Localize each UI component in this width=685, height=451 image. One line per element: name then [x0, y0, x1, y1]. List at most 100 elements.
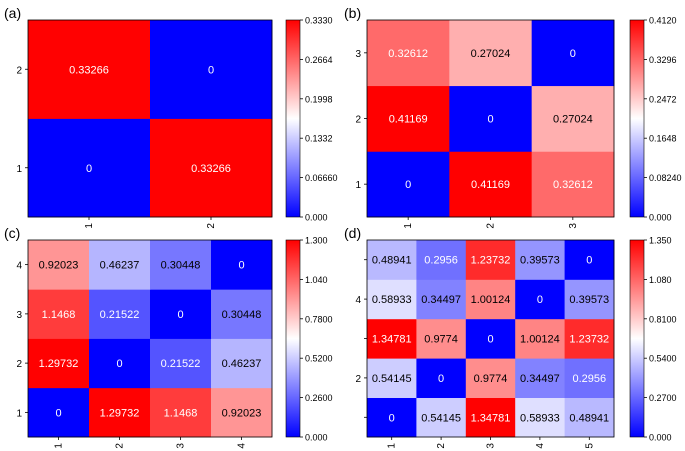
- heatmap-cell: [449, 20, 533, 87]
- cell-value-label: 1.00124: [471, 294, 511, 306]
- x-tick-label: 1: [84, 223, 95, 229]
- heatmap-cell: [515, 358, 565, 398]
- colorbar-tick-label: 0.7800: [305, 314, 333, 324]
- cell-value-label: 0.2956: [424, 255, 458, 267]
- cell-value-label: 0.30448: [222, 309, 262, 321]
- colorbar-tick-label: 1.350: [649, 236, 672, 246]
- cell-value-label: 0.9774: [474, 373, 508, 385]
- cell-value-label: 0.92023: [222, 407, 262, 419]
- y-tick-label: 3: [16, 310, 22, 321]
- x-tick-label: 2: [436, 443, 447, 449]
- cell-value-label: 0.27024: [553, 114, 593, 126]
- cell-value-label: 0: [487, 334, 493, 346]
- heatmap-panel-1: (a) 0 0.33266 0.33266 0 1 2 1 2 0.000 0.06660 0.133…: [4, 5, 338, 229]
- y-tick-label: 4: [355, 295, 361, 306]
- cell-value-label: 0.41169: [389, 114, 428, 126]
- heatmap-cell: [211, 338, 273, 389]
- heatmap-cell: [150, 20, 273, 119]
- heatmap-cell: [150, 289, 212, 339]
- colorbar-tick-label: 0.08240: [649, 173, 682, 183]
- heatmap-cell: [367, 397, 417, 438]
- x-tick-label: 4: [237, 443, 248, 449]
- cell-value-label: 1.23732: [471, 255, 511, 267]
- heatmap-cell: [416, 279, 467, 320]
- cell-value-label: 0.54145: [372, 373, 412, 385]
- colorbar-tick-label: 0.3330: [305, 16, 333, 26]
- plot-frame: [27, 19, 273, 218]
- cell-value-label: 0.39573: [520, 255, 560, 267]
- colorbar-tick-label: 0.1332: [305, 134, 333, 144]
- heatmap-cell: [367, 20, 450, 87]
- cell-value-label: 0.46237: [100, 260, 140, 272]
- cell-value-label: 0: [537, 294, 543, 306]
- heatmap-cell: [150, 387, 212, 438]
- heatmap-cell: [367, 151, 450, 218]
- colorbar-tick-label: 0.1998: [305, 94, 333, 104]
- cell-value-label: 0: [570, 48, 576, 60]
- cell-value-label: 0.54145: [421, 412, 461, 424]
- cell-value-label: 0.27024: [471, 48, 511, 60]
- heatmap-cell: [211, 387, 273, 438]
- heatmap-cell: [531, 151, 615, 218]
- cell-value-label: 0: [389, 412, 395, 424]
- heatmap-cell: [28, 289, 90, 339]
- cell-value-label: 0: [438, 373, 444, 385]
- cell-value-label: 1.29732: [39, 358, 79, 370]
- cell-value-label: 0.21522: [100, 309, 140, 321]
- y-tick-label: 2: [355, 374, 361, 385]
- cell-value-label: 0: [238, 260, 244, 272]
- heatmap-cell: [367, 318, 417, 359]
- heatmap-cell: [89, 387, 151, 438]
- heatmap-cell: [211, 240, 273, 290]
- x-tick-label: 3: [568, 223, 579, 229]
- heatmap-cell: [211, 289, 273, 339]
- cell-value-label: 0: [405, 179, 411, 191]
- cell-value-label: 0: [55, 407, 61, 419]
- cell-value-label: 0.21522: [161, 358, 201, 370]
- colorbar-tick-label: 0.06660: [305, 173, 338, 183]
- cell-value-label: 0.2956: [572, 373, 606, 385]
- cell-value-label: 0.46237: [222, 358, 262, 370]
- heatmap-cell: [465, 318, 516, 359]
- y-tick-label: 1: [16, 164, 22, 175]
- cell-value-label: 0: [86, 163, 92, 175]
- heatmap-panel-2: (b) 0 0.41169 0.32612 0.41169 0 0.27024 0.32612…: [344, 5, 682, 229]
- heatmap-cell: [89, 289, 151, 339]
- heatmap-cell: [416, 358, 467, 398]
- x-tick-label: 1: [54, 443, 65, 449]
- heatmap-cell: [465, 358, 516, 398]
- heatmap-cell: [515, 397, 565, 438]
- heatmap-cell: [28, 240, 90, 290]
- colorbar-tick-label: 0.8100: [649, 314, 677, 324]
- heatmap-cell: [416, 318, 467, 359]
- colorbar-tick-label: 0.3296: [649, 55, 677, 65]
- heatmap-cell: [564, 358, 615, 398]
- colorbar-tick-label: 0.2664: [305, 55, 333, 65]
- cell-value-label: 0.34497: [421, 294, 461, 306]
- cell-value-label: 0: [116, 358, 122, 370]
- heatmap-cell: [515, 240, 565, 280]
- cell-value-label: 0.33266: [69, 64, 109, 76]
- colorbar-tick-label: 0.000: [305, 213, 328, 223]
- colorbar-tick-label: 0.1648: [649, 134, 677, 144]
- cell-value-label: 0.48941: [372, 255, 412, 267]
- cell-value-label: 0.34497: [520, 373, 560, 385]
- panel-label: (c): [4, 225, 20, 241]
- heatmap-cell: [367, 279, 417, 320]
- colorbar-tick-label: 0.2472: [649, 94, 677, 104]
- colorbar-tick-label: 0.000: [649, 213, 672, 223]
- x-tick-label: 2: [206, 223, 217, 229]
- cell-value-label: 0: [487, 114, 493, 126]
- plot-frame: [27, 239, 273, 438]
- cell-value-label: 1.34781: [471, 412, 511, 424]
- heatmap-panel-4: (d) 0 0.54145 1.34781 0.58933 0.48941 0.54145 0…: [344, 225, 677, 449]
- heatmap-cell: [449, 151, 533, 218]
- y-tick-label: 2: [355, 115, 361, 126]
- cell-value-label: 1.29732: [100, 407, 140, 419]
- colorbar: [629, 239, 645, 438]
- colorbar-tick-label: 1.300: [305, 236, 328, 246]
- heatmap-panel-3: (c) 0 1.29732 1.1468 0.92023 1.29732 0 0.21522 0…: [4, 225, 333, 449]
- colorbar: [285, 239, 301, 438]
- colorbar-tick-label: 0.000: [649, 433, 672, 443]
- cell-value-label: 1.1468: [42, 309, 76, 321]
